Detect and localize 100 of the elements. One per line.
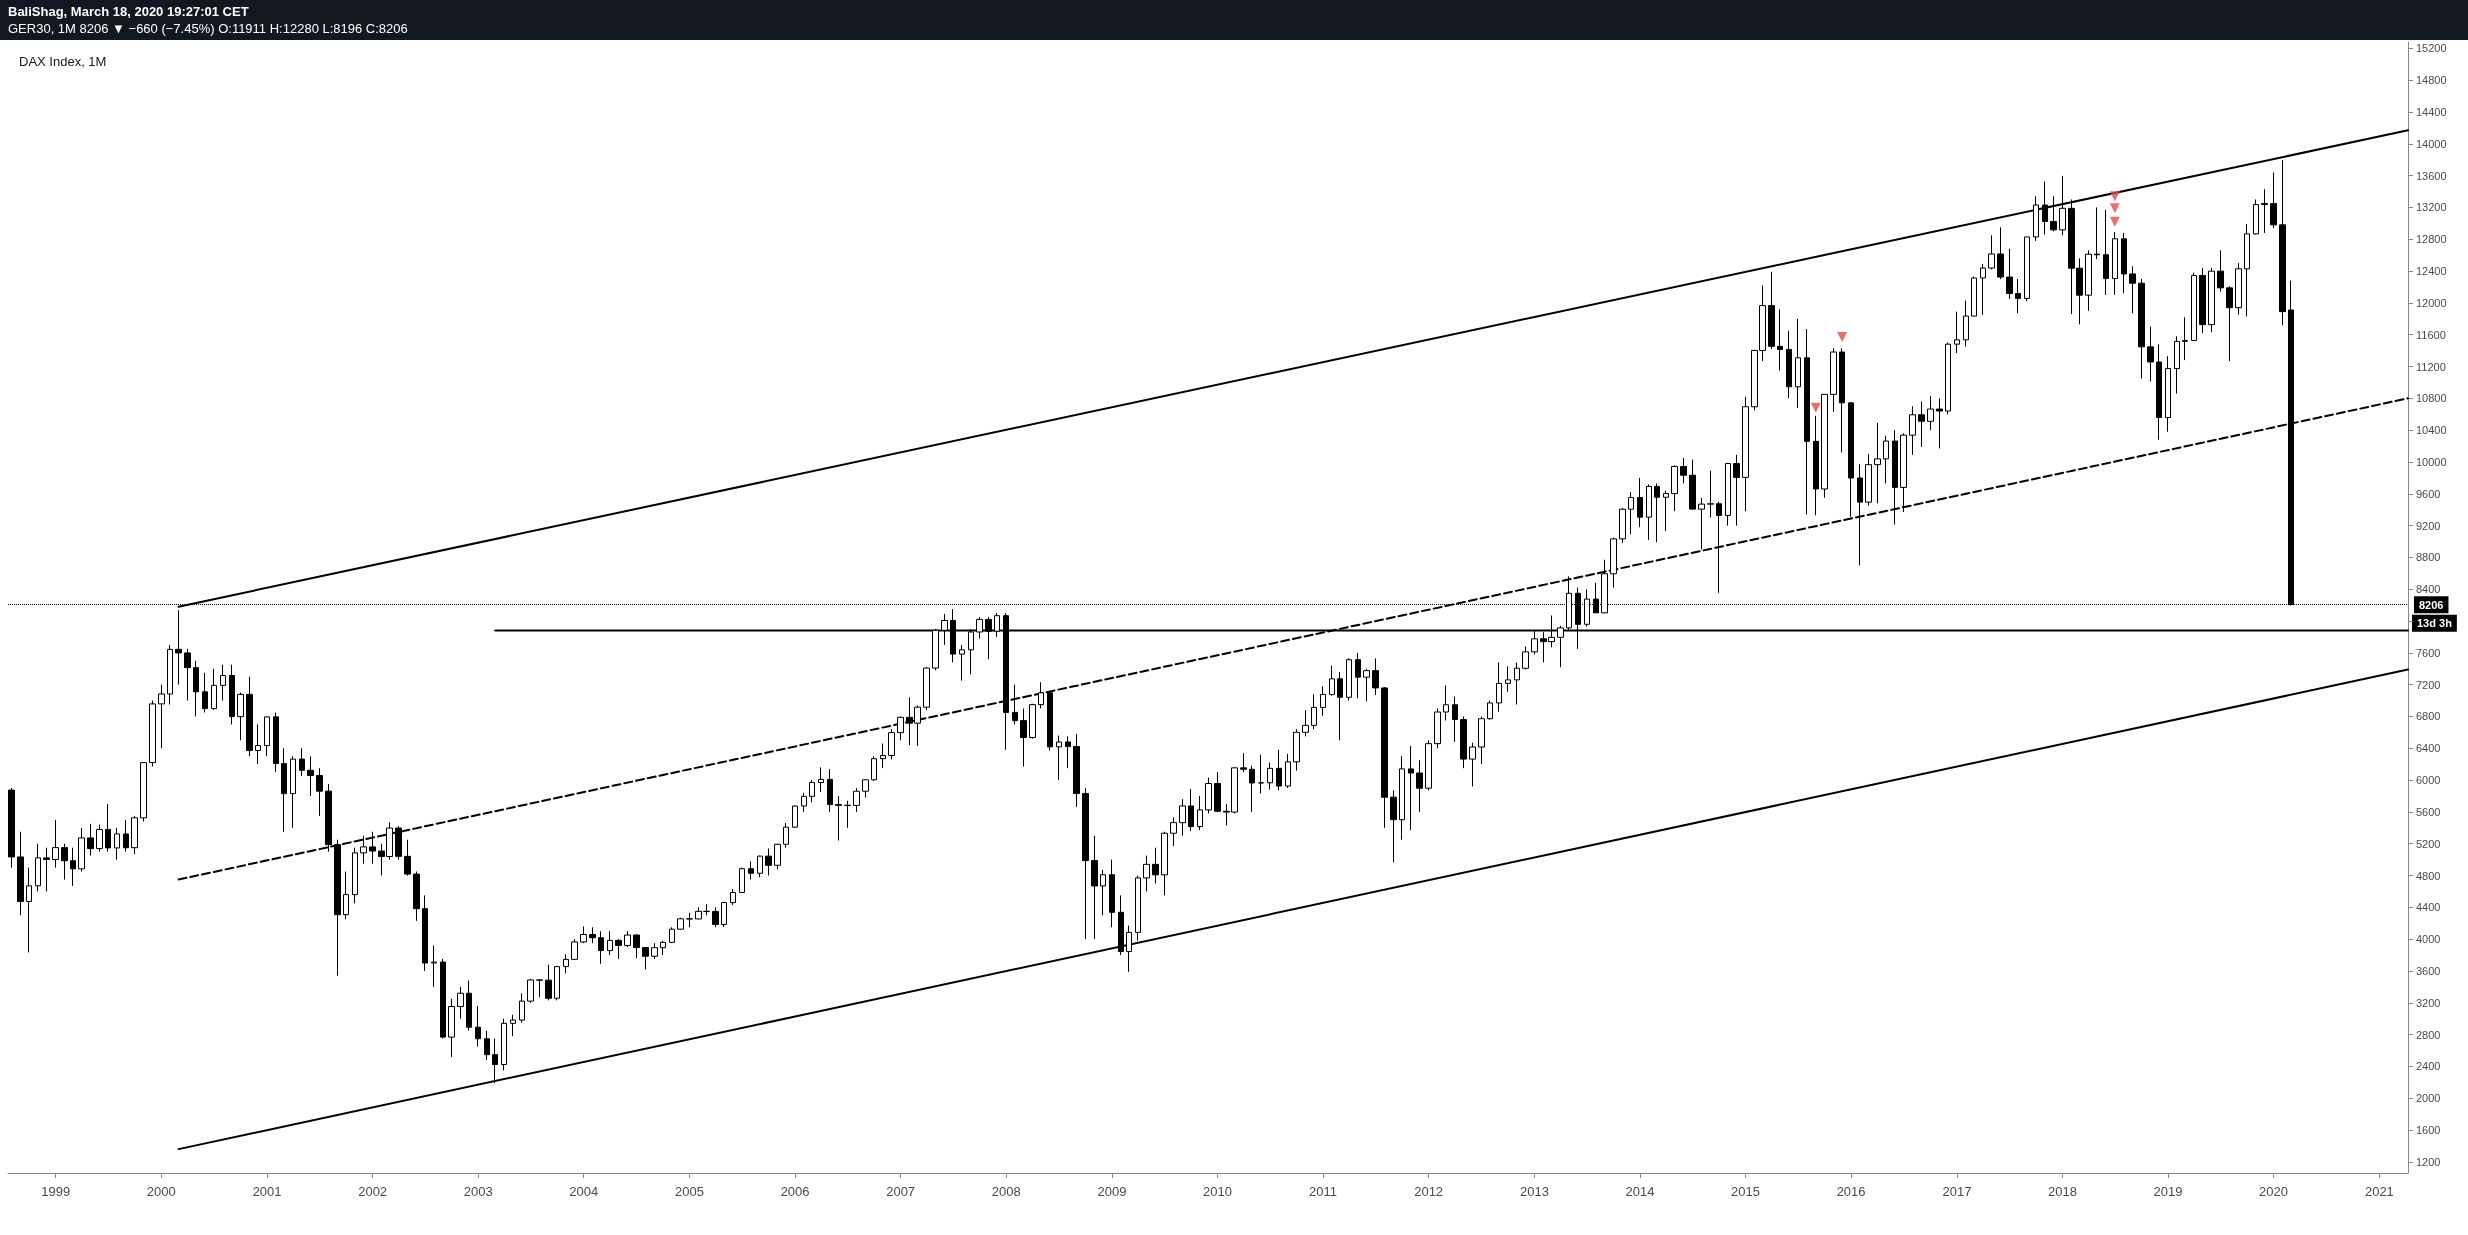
candlestick <box>2270 171 2277 229</box>
candlestick <box>712 906 719 928</box>
y-tick-label: 6000 <box>2416 774 2441 787</box>
candlestick <box>1610 537 1617 589</box>
candlestick <box>677 917 684 931</box>
candlestick <box>571 938 578 961</box>
candlestick <box>1689 459 1696 511</box>
candlestick <box>1927 395 1934 431</box>
y-tick-label: 7200 <box>2416 678 2441 691</box>
candlestick <box>61 843 68 881</box>
candlestick <box>2103 209 2109 296</box>
candlestick <box>184 648 191 702</box>
candlestick <box>1469 742 1476 787</box>
x-tick-label: 2020 <box>2259 1184 2288 1199</box>
candlestick <box>149 700 156 768</box>
y-tick-label: 1600 <box>2416 1124 2441 1137</box>
candlestick <box>43 847 50 892</box>
text: BaliShag, March 18, 2020 19:27:01 CET <box>8 3 250 20</box>
candlestick <box>1056 735 1062 781</box>
x-tick-label: 2009 <box>1097 1184 1127 1199</box>
candlestick <box>167 644 173 706</box>
candlestick <box>440 958 446 1040</box>
candlestick <box>1936 397 1943 449</box>
candlestick <box>651 942 658 960</box>
y-tick-label: 1200 <box>2416 1155 2441 1168</box>
candlestick <box>114 827 120 861</box>
candlestick <box>660 940 666 956</box>
candlestick <box>404 839 411 877</box>
candlestick <box>554 965 560 1001</box>
point <box>1810 402 1821 413</box>
x-tick-label: 2015 <box>1731 1184 1760 1199</box>
candlestick <box>1249 765 1255 813</box>
y-tick-label: 11600 <box>2416 328 2446 341</box>
x-tick-label: 2000 <box>146 1184 176 1199</box>
candlestick <box>598 930 604 965</box>
candlestick <box>1786 330 1792 399</box>
candlestick <box>2253 198 2259 235</box>
candlestick <box>466 980 472 1032</box>
candlestick <box>35 843 41 892</box>
candlestick <box>2050 195 2057 232</box>
candlestick <box>2042 181 2048 235</box>
y-tick-label: 5200 <box>2416 837 2441 850</box>
candlestick <box>1258 754 1264 795</box>
candlestick <box>1285 753 1291 789</box>
candlestick <box>484 1030 490 1061</box>
candlestick <box>2121 232 2127 294</box>
candlestick <box>8 787 15 869</box>
candlestick <box>2208 267 2215 333</box>
candlestick <box>369 831 376 865</box>
y-tick-label: 11200 <box>2416 360 2446 373</box>
candlestick <box>1918 401 1925 448</box>
candlestick <box>299 747 305 777</box>
candlestick <box>2033 195 2039 242</box>
candlestick <box>809 779 815 803</box>
candlestick <box>2182 316 2188 361</box>
candlestick <box>1637 477 1643 528</box>
candlestick <box>1619 507 1626 544</box>
candlestick <box>748 860 754 881</box>
candlestick <box>492 1038 498 1084</box>
candlestick <box>783 822 789 849</box>
candlestick <box>1707 470 1714 519</box>
candlestick <box>1865 453 1872 507</box>
candlestick <box>1179 798 1186 837</box>
candlestick <box>1267 762 1273 791</box>
candlestick <box>2156 343 2162 441</box>
candlestick <box>1197 795 1203 831</box>
point <box>2109 216 2120 227</box>
x-tick-label: 2007 <box>886 1184 916 1199</box>
y-tick-label: 4400 <box>2416 901 2441 914</box>
candlestick <box>2261 188 2268 234</box>
candlestick <box>413 871 420 922</box>
x-tick-label: 2002 <box>358 1184 388 1199</box>
candlestick <box>1276 749 1282 791</box>
candlestick <box>923 666 930 711</box>
candlestick <box>2147 326 2154 383</box>
candlestick <box>237 692 244 741</box>
candlestick <box>1839 347 1845 453</box>
candlestick <box>563 953 569 974</box>
candlestick <box>615 938 622 960</box>
candlestick <box>1496 661 1502 713</box>
candlestick <box>1355 652 1361 699</box>
candlestick <box>307 755 314 797</box>
candlestick <box>757 855 763 878</box>
candlestick <box>1408 745 1414 831</box>
candlestick <box>1514 661 1520 706</box>
candlestick <box>739 867 745 894</box>
candlestick <box>2174 335 2180 395</box>
candlestick <box>70 847 76 887</box>
x-tick-label: 2008 <box>991 1184 1021 1199</box>
candlestick <box>1733 454 1740 527</box>
candlestick <box>888 728 895 760</box>
candlestick <box>175 609 182 686</box>
candlestick <box>1522 645 1529 671</box>
candlestick <box>2199 267 2206 334</box>
candlestick <box>1909 405 1916 456</box>
candlestick <box>1329 665 1335 697</box>
x-tick-label: 2001 <box>252 1184 282 1199</box>
candlestick <box>1100 869 1106 916</box>
candlestick <box>1945 342 1951 415</box>
candlestick <box>1892 429 1898 525</box>
